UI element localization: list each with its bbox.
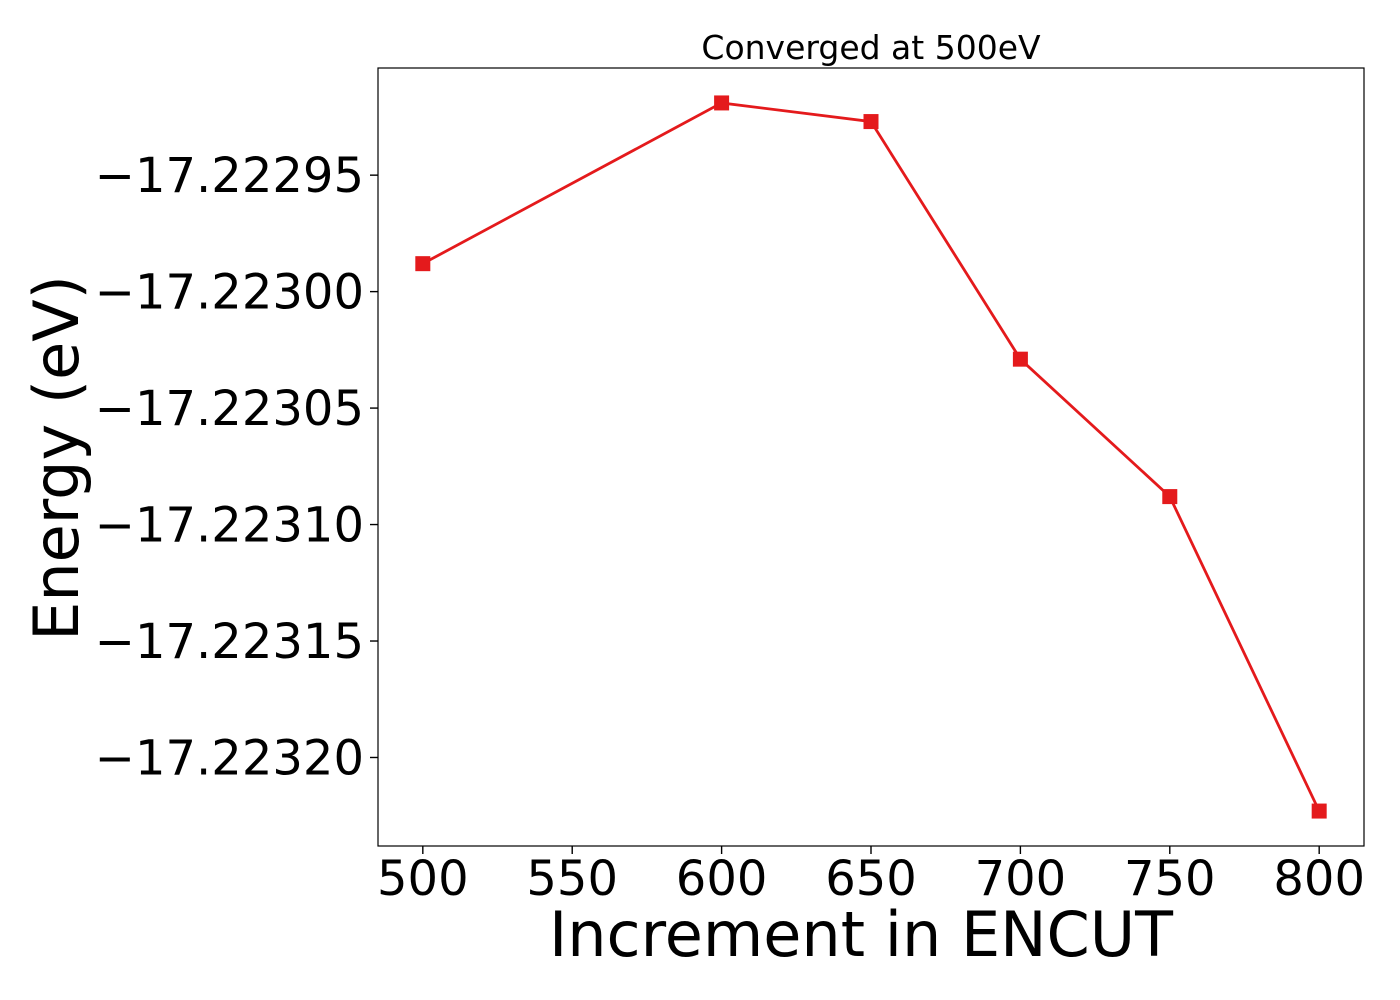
x-axis: 500 550 600 650 700 750 800 <box>377 846 1365 907</box>
y-tick-label: −17.22305 <box>95 381 364 437</box>
y-axis: −17.22295 −17.22300 −17.22305 −17.22310 −17.… <box>95 148 378 786</box>
x-tick-label: 800 <box>1273 851 1365 907</box>
x-axis-label: Increment in ENCUT <box>549 898 1174 971</box>
plot-frame <box>377 67 1365 847</box>
y-tick-label: −17.22295 <box>95 148 364 204</box>
y-tick-label: −17.22310 <box>95 498 364 554</box>
data-point-marker <box>714 95 730 111</box>
data-point-marker <box>1311 803 1327 819</box>
y-tick-label: −17.22315 <box>95 614 364 670</box>
x-tick-label: 550 <box>526 851 618 907</box>
x-tick-label: 700 <box>975 851 1067 907</box>
x-tick-label: 650 <box>825 851 917 907</box>
data-point-marker <box>863 114 879 130</box>
data-point-marker <box>1012 351 1028 367</box>
series-layer <box>415 95 1327 819</box>
x-tick-label: 600 <box>676 851 768 907</box>
y-tick-label: −17.22320 <box>95 730 364 786</box>
x-tick-label: 500 <box>377 851 469 907</box>
series-line <box>422 101 1321 812</box>
y-axis-label: Energy (eV) <box>20 275 93 641</box>
y-tick-label: −17.22300 <box>95 265 364 321</box>
data-point-marker <box>1162 489 1178 505</box>
x-tick-label: 750 <box>1124 851 1216 907</box>
data-point-marker <box>415 256 431 272</box>
chart-title: Converged at 500eV <box>701 28 1041 67</box>
